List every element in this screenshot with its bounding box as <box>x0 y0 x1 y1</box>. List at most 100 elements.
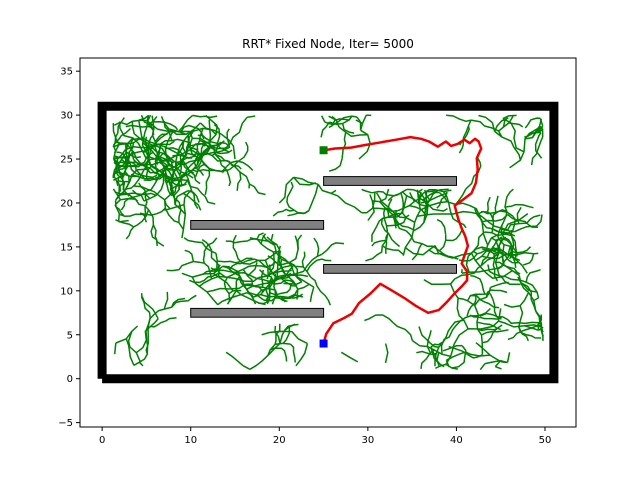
tree-branch <box>183 237 217 254</box>
tree-branch <box>306 258 332 272</box>
tree-branch <box>475 342 508 364</box>
tree-branch <box>485 289 508 298</box>
tree-branch <box>324 115 353 126</box>
tree-branch <box>405 230 440 252</box>
tree-branch <box>287 210 310 217</box>
tree-branch <box>530 136 544 166</box>
tree-branch <box>364 314 394 324</box>
tree-branch <box>484 231 511 248</box>
tree-branch <box>367 194 375 221</box>
tree-branch <box>435 363 447 369</box>
tree-branch <box>500 225 505 238</box>
tree-branch <box>261 330 308 345</box>
chart-title: RRT* Fixed Node, Iter= 5000 <box>242 37 414 51</box>
tree-branch <box>258 260 274 274</box>
tree-branch <box>283 281 303 286</box>
obstacle-rect <box>323 264 457 274</box>
tree-branch <box>170 174 187 197</box>
tree-branch <box>192 154 230 173</box>
tree-branch <box>228 290 237 303</box>
tree-branch <box>180 168 195 176</box>
tree-branch <box>457 297 480 316</box>
tree-branch <box>445 343 455 365</box>
x-tick-label: 50 <box>539 435 552 446</box>
tree-branch <box>494 130 522 161</box>
tree-branch <box>211 146 231 157</box>
tree-branch <box>215 253 227 278</box>
tree-branch <box>448 345 483 359</box>
tree-branch <box>500 227 515 233</box>
tree-branch <box>220 164 232 187</box>
tree-branch <box>320 121 331 138</box>
tree-branch <box>240 258 260 265</box>
tree-branch <box>491 236 507 259</box>
tree-branch <box>174 190 189 205</box>
tree-branch <box>113 121 121 126</box>
tree-branch <box>509 251 539 257</box>
tree-branch <box>256 232 264 240</box>
tree-branch <box>163 199 180 224</box>
tree-branch <box>351 115 358 118</box>
axes-frame <box>79 57 577 428</box>
tree-branch <box>510 253 517 268</box>
tree-branch <box>404 244 436 256</box>
tree-branch <box>229 141 249 171</box>
tree-branch <box>372 188 390 203</box>
path-line <box>322 135 483 344</box>
tree-branch <box>122 151 134 170</box>
tree-branch <box>487 264 512 281</box>
tree-branch <box>507 323 542 341</box>
tree-branch <box>479 363 486 371</box>
tree-branch <box>442 319 465 342</box>
tree-branch <box>451 345 467 369</box>
tree-branch <box>518 305 524 328</box>
tree-branch <box>381 212 403 220</box>
tree-branch <box>213 272 234 292</box>
tree-branch <box>514 214 543 233</box>
tree-branch <box>175 157 202 166</box>
tree-branch <box>225 238 258 244</box>
tree-branch <box>459 307 491 323</box>
tree-branch <box>280 296 287 303</box>
tree-branch <box>509 126 541 169</box>
tree-branch <box>192 137 223 166</box>
tree-branch <box>130 173 158 182</box>
tree-branch <box>165 147 186 158</box>
obstacle-rect <box>190 220 325 230</box>
tree-branch <box>270 233 274 242</box>
tree-branch <box>269 347 288 362</box>
tree-branch <box>537 314 543 331</box>
tree-branch <box>242 261 277 270</box>
tree-branch <box>165 167 187 187</box>
tree-branch <box>384 343 389 364</box>
tree-branch <box>201 238 213 251</box>
tree-branch <box>273 245 286 274</box>
tree-branch <box>297 234 303 241</box>
goal-marker <box>319 146 328 155</box>
tree-branch <box>266 236 283 268</box>
tree-branch <box>266 292 271 305</box>
tree-branch <box>426 190 434 193</box>
y-tick-label: 15 <box>60 242 73 253</box>
tree-branch <box>310 276 331 306</box>
tree-branch <box>151 115 154 122</box>
tree-branch <box>375 192 416 223</box>
tree-branch <box>242 268 254 287</box>
tree-branch <box>179 124 205 140</box>
tree-branch <box>187 189 200 203</box>
tree-branch <box>112 123 120 144</box>
tree-branch <box>141 174 158 179</box>
tree-branch <box>418 326 439 348</box>
tree-branch <box>157 122 201 136</box>
tree-branch <box>138 182 151 200</box>
tree-branch <box>160 116 187 136</box>
tree-branch <box>539 118 544 127</box>
tree-branch <box>426 330 432 354</box>
tree-branch <box>249 183 266 196</box>
y-tick-label: 30 <box>60 111 73 122</box>
tree-branch <box>420 349 435 370</box>
tree-branch <box>217 257 253 264</box>
tree-branch <box>328 118 350 129</box>
y-axis: −5 0 5 10 15 20 25 30 35 <box>58 67 80 429</box>
tree-branch <box>470 275 486 295</box>
